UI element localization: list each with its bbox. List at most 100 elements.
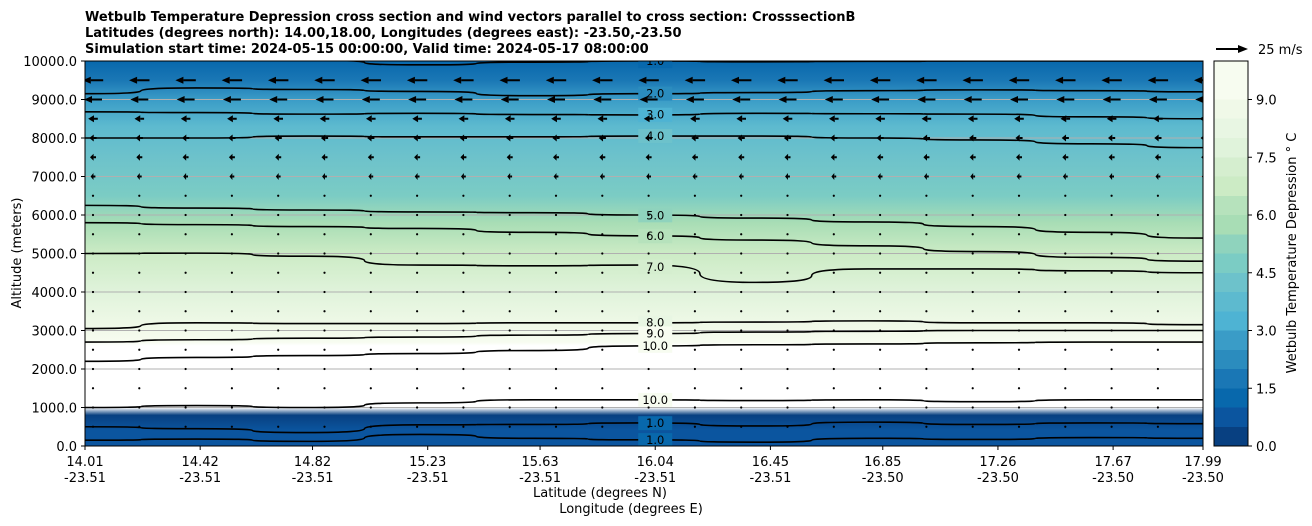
wind-vector — [367, 134, 375, 142]
wind-vector — [922, 134, 930, 142]
wind-vector — [462, 290, 465, 294]
wind-vector — [1156, 271, 1159, 274]
wind-vector — [1110, 310, 1113, 313]
wind-vector — [921, 115, 932, 123]
wind-vector — [138, 329, 141, 332]
wind-vector — [1064, 406, 1067, 409]
wind-vector — [871, 96, 890, 103]
wind-vector — [277, 213, 280, 217]
wind-vector — [315, 96, 334, 103]
wind-vector — [136, 153, 143, 161]
wind-vector — [459, 134, 467, 142]
wind-vector — [277, 406, 280, 409]
wind-vector — [832, 290, 835, 294]
wind-vector — [323, 348, 326, 351]
wind-vector-head — [1154, 153, 1159, 161]
wind-vector — [554, 329, 558, 332]
wind-vector-head — [459, 134, 465, 142]
wind-vector — [1016, 173, 1022, 180]
wind-vector — [269, 96, 288, 103]
wind-vector-head — [553, 173, 557, 180]
wind-vector — [323, 194, 326, 197]
wind-vector-head — [1101, 76, 1110, 84]
wind-vector-head — [506, 153, 511, 161]
contour-label-bg — [638, 315, 673, 330]
wind-vector — [462, 406, 465, 409]
contour-label-bg — [638, 61, 673, 69]
contour-label-bg — [638, 259, 673, 274]
wind-vector — [416, 367, 419, 371]
wind-vector — [786, 425, 789, 428]
wind-vector — [829, 115, 839, 123]
wind-vector — [830, 134, 838, 142]
wind-vector-head — [830, 134, 835, 142]
quiver-key-label: 25 m/s — [1258, 43, 1303, 58]
y-tick-label: 1000.0 — [32, 402, 78, 417]
x-tick-label-lon: -23.51 — [749, 471, 791, 486]
wind-vector — [832, 406, 835, 409]
wind-vector — [924, 173, 929, 180]
wind-vector — [832, 329, 835, 332]
wind-vector — [962, 76, 983, 84]
wind-vector-head — [129, 76, 138, 84]
wind-vector — [554, 348, 558, 351]
wind-vector — [879, 252, 882, 255]
wind-vector — [277, 233, 280, 236]
wind-vector — [277, 194, 280, 197]
wind-vector — [504, 115, 515, 123]
wind-vector-head — [875, 115, 882, 123]
wind-vector — [462, 194, 465, 197]
wind-vector — [879, 194, 882, 197]
wind-vector — [1148, 96, 1167, 103]
wind-vector — [508, 329, 511, 332]
wind-vector-head — [824, 96, 833, 103]
wind-vector — [230, 348, 233, 351]
wind-vector — [971, 252, 974, 255]
wind-vector — [601, 233, 604, 236]
colorbar-tick-label: 1.5 — [1256, 382, 1277, 397]
wind-vector — [1156, 290, 1159, 294]
wind-vector — [414, 153, 421, 161]
wind-vector — [1154, 153, 1161, 161]
wind-vector-head — [738, 173, 742, 180]
wind-vector — [786, 329, 789, 332]
y-axis: 0.0 1000.0 2000.0 3000.0 4000.0 5000.0 6000.0 7… — [23, 55, 85, 455]
wind-vector — [230, 290, 233, 294]
wind-vector — [553, 173, 559, 180]
wind-vector-head — [1148, 96, 1157, 103]
wind-vector — [320, 134, 329, 142]
wind-vector — [1156, 213, 1159, 217]
wind-vector — [879, 387, 882, 390]
y-tick-label: 4000.0 — [32, 286, 78, 301]
colorbar-tick-label: 9.0 — [1256, 94, 1277, 109]
wind-vector — [227, 115, 237, 123]
wind-vector — [830, 153, 837, 161]
wind-vector — [1195, 96, 1203, 103]
wind-vector — [693, 310, 697, 313]
wind-vector — [647, 271, 650, 274]
wind-vector-head — [367, 153, 372, 161]
wind-vector-head — [830, 153, 835, 161]
wind-vector-head — [134, 115, 141, 123]
wind-vector-head — [597, 115, 604, 123]
wind-vector — [601, 387, 604, 390]
wind-vector — [778, 96, 797, 103]
wind-vector-head — [504, 115, 511, 123]
wind-vector-head — [1062, 153, 1066, 161]
wind-vector — [416, 387, 419, 390]
wind-vector — [406, 76, 428, 84]
wind-vector-head — [1061, 134, 1067, 142]
wind-vector-head — [1195, 96, 1203, 103]
wind-vector — [323, 425, 326, 428]
wind-vector-head — [876, 134, 881, 142]
wind-vector — [416, 194, 419, 197]
wind-vector — [645, 134, 653, 142]
wind-vector-head — [1010, 96, 1018, 103]
wind-vector — [786, 348, 789, 351]
wind-vector — [230, 425, 233, 428]
wind-vector — [91, 252, 95, 255]
wind-vector — [1110, 233, 1113, 236]
wind-vector — [368, 173, 374, 180]
wind-vector-head — [831, 173, 835, 180]
wind-vector — [917, 96, 936, 103]
